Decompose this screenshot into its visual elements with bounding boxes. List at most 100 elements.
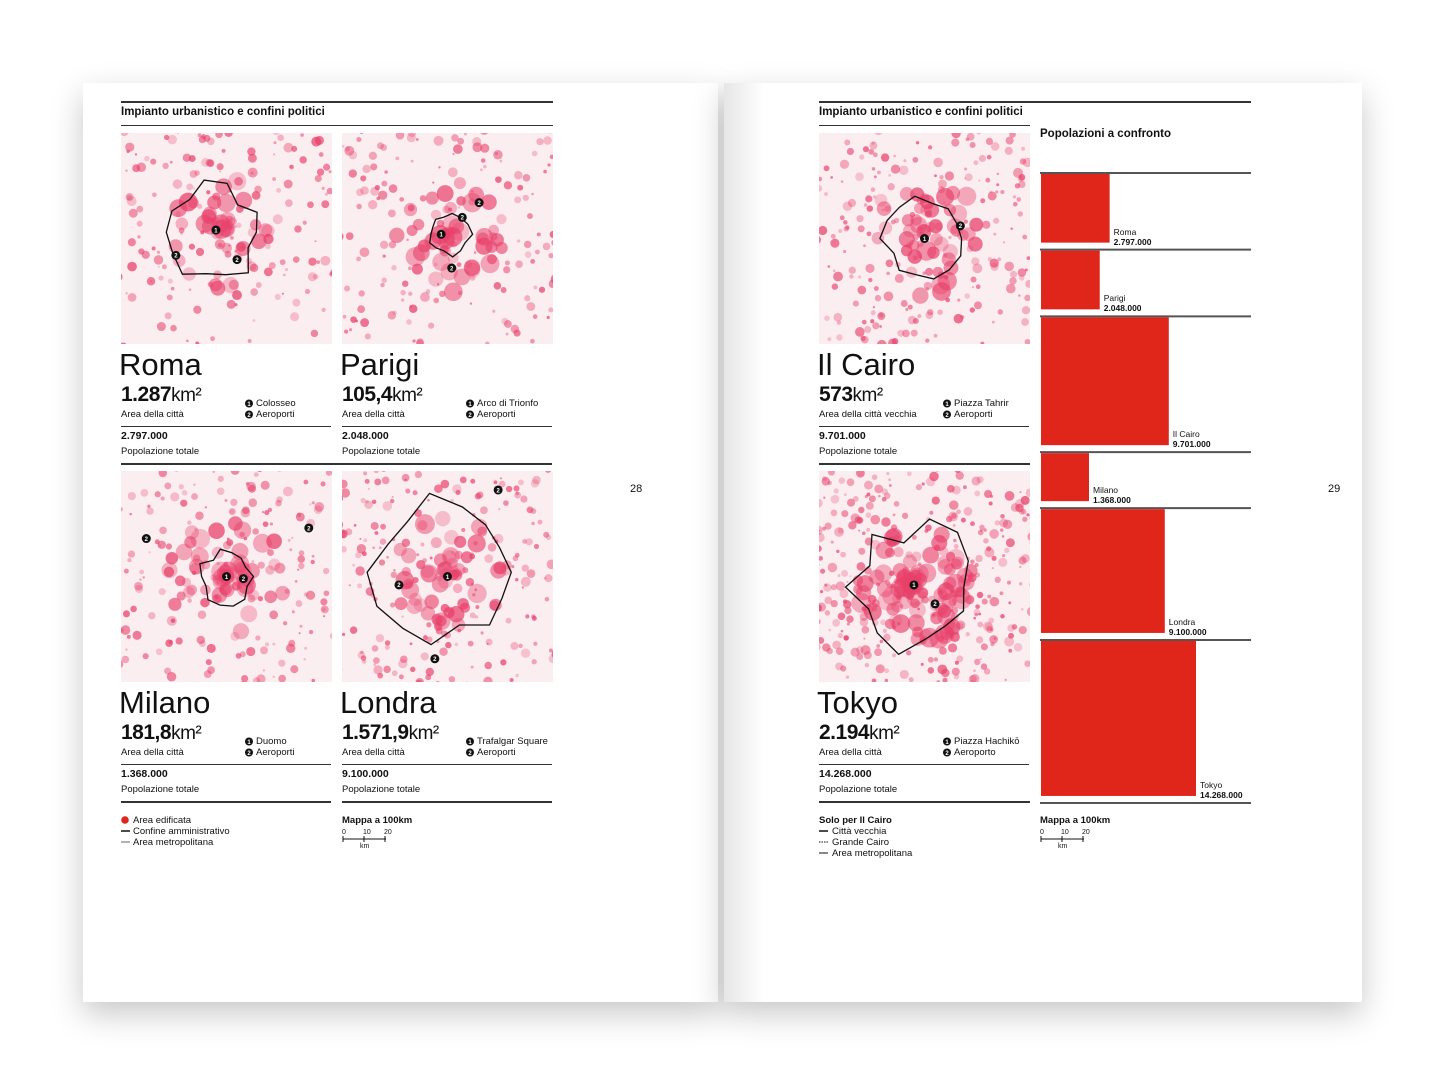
legend-marker: 2 [943, 748, 951, 757]
marker-num: 2 [477, 201, 481, 207]
built-area [974, 658, 981, 666]
bar-value: 14.268.000 [1200, 789, 1243, 800]
built-area [380, 144, 388, 151]
built-area [917, 314, 922, 319]
built-area [836, 334, 843, 341]
built-area [856, 471, 865, 478]
built-area [313, 505, 323, 514]
built-area [1027, 532, 1030, 541]
built-area [420, 606, 436, 621]
built-area [846, 147, 855, 156]
marker-dot [943, 737, 951, 746]
built-area [929, 629, 949, 649]
built-area [830, 509, 838, 517]
built-area [444, 530, 459, 545]
built-area [953, 538, 957, 543]
built-area [872, 306, 876, 309]
built-area [456, 262, 462, 268]
built-area [1019, 275, 1025, 281]
built-area [925, 338, 930, 343]
built-area [844, 139, 851, 146]
built-area [378, 559, 386, 566]
built-area [177, 261, 181, 264]
built-area [927, 145, 933, 150]
built-area [987, 594, 992, 599]
city-area: 1.571,9km² [342, 722, 439, 743]
built-area [885, 259, 894, 268]
built-area [204, 506, 208, 509]
rule [121, 426, 331, 427]
built-area [376, 196, 381, 201]
built-area [320, 481, 326, 487]
built-area [839, 215, 845, 221]
boundary [199, 548, 255, 607]
built-area [262, 521, 269, 527]
marker-dot [466, 410, 474, 419]
built-area [952, 524, 956, 527]
built-area [908, 677, 914, 682]
built-area [518, 479, 524, 486]
built-area [824, 583, 828, 587]
built-area [520, 576, 531, 587]
built-area [874, 484, 884, 494]
built-area [533, 543, 540, 550]
built-area [139, 569, 144, 575]
built-area [499, 159, 503, 163]
built-area [495, 176, 502, 183]
built-area [819, 555, 823, 561]
built-area [157, 540, 166, 549]
built-area [845, 675, 850, 679]
built-area [1021, 318, 1029, 326]
built-area [960, 517, 966, 523]
built-area [989, 596, 1000, 607]
built-area [827, 562, 838, 573]
built-area [406, 319, 412, 325]
page-number: 29 [1328, 483, 1341, 495]
built-area [544, 596, 550, 602]
built-area [431, 575, 449, 593]
area-unit: km² [171, 385, 202, 406]
built-area [127, 261, 137, 272]
built-area [262, 669, 265, 672]
built-area [976, 133, 982, 135]
built-area [455, 489, 461, 496]
built-area [234, 177, 243, 186]
built-area [973, 669, 976, 673]
chart-title: Popolazioni a confronto [1040, 128, 1171, 140]
built-area [236, 242, 246, 252]
built-area [373, 657, 380, 664]
built-area [355, 319, 358, 323]
built-area [511, 565, 515, 569]
built-area [855, 327, 865, 337]
built-area [206, 190, 211, 195]
built-area [358, 290, 365, 297]
built-area [467, 640, 474, 647]
built-area [182, 586, 195, 599]
built-area [953, 593, 959, 598]
city-area: 181,8km² [121, 722, 202, 743]
built-area [978, 154, 986, 163]
built-area [823, 165, 830, 172]
built-area [127, 550, 136, 558]
area-unit: km² [392, 385, 423, 406]
marker-dot [245, 737, 253, 746]
built-area [230, 236, 234, 240]
map-marker [920, 234, 929, 243]
built-area [1005, 136, 1014, 145]
built-area [995, 190, 999, 194]
legend-item: Area metropolitana [133, 837, 214, 848]
map-marker [232, 255, 242, 265]
built-area [193, 305, 202, 314]
built-area [870, 539, 881, 550]
built-area [250, 288, 258, 296]
built-area [194, 170, 200, 176]
built-area [947, 485, 955, 493]
built-area [531, 150, 538, 157]
built-area [134, 581, 143, 591]
built-area [989, 635, 998, 644]
built-area [210, 336, 215, 342]
landmark: Aeroporti [477, 409, 516, 420]
built-area [846, 622, 850, 626]
built-area [830, 584, 837, 591]
built-area [456, 196, 466, 206]
